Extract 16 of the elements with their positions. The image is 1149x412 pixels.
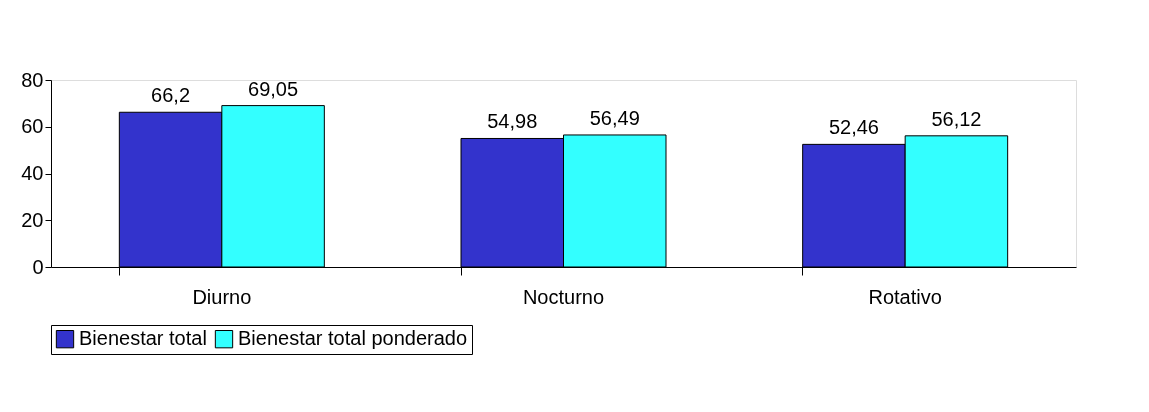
data-label: 52,46 [828,116,879,139]
y-tick-label: 80 [21,68,44,91]
y-tick-label: 0 [32,255,44,278]
data-label: 56,49 [589,106,640,129]
y-tick-label: 40 [21,162,44,184]
data-label: 66,2 [151,84,191,107]
legend-label: Bienestar total ponderado [238,327,468,350]
y-tick-label: 20 [21,208,44,231]
data-label: 69,05 [248,77,299,100]
x-tick-label: Nocturno [522,285,605,308]
y-tick-label: 60 [21,115,44,138]
data-label: 56,12 [931,107,982,130]
data-label: 54,98 [487,110,538,133]
x-tick-label: Diurno [192,285,252,308]
x-tick-label: Rotativo [868,285,942,308]
legend-label: Bienestar total [79,327,207,350]
